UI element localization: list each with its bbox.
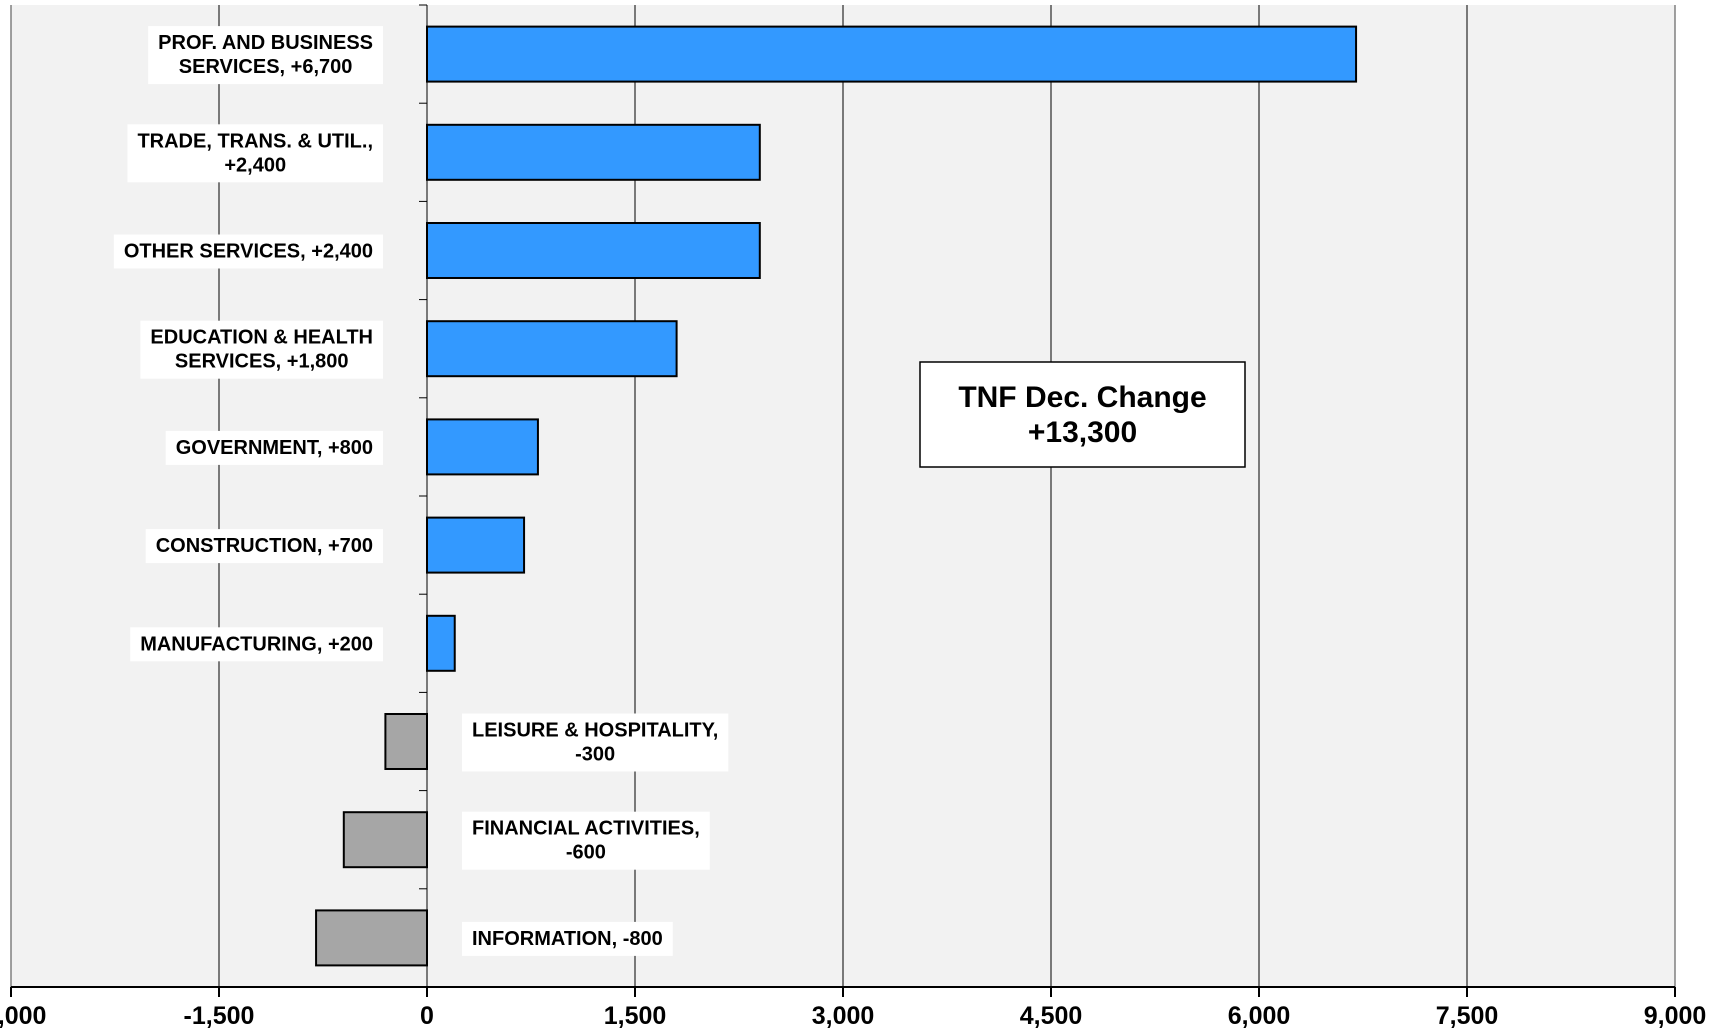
data-label-text: MANUFACTURING, +200 [140, 633, 373, 655]
bar-9 [342, 811, 428, 869]
bar-1 [426, 25, 1358, 83]
bar-6 [426, 516, 526, 574]
bar-10 [315, 909, 429, 967]
data-label-1: PROF. AND BUSINESS SERVICES, +6,700 [148, 26, 383, 85]
data-labels: PROF. AND BUSINESS SERVICES, +6,700 TRADE,… [113, 26, 729, 956]
data-label-text: CONSTRUCTION, +700 [156, 535, 373, 557]
data-label-7: MANUFACTURING, +200 [130, 627, 383, 662]
x-tick-label: 1,500 [604, 1002, 667, 1029]
data-label-text: EDUCATION & HEALTH SERVICES, +1,800 [150, 327, 373, 373]
total-change-annotation: TNF Dec. Change+13,300 [919, 361, 1246, 468]
data-label-box [113, 234, 383, 269]
data-label-text: INFORMATION, -800 [472, 928, 663, 950]
data-label-text: FINANCIAL ACTIVITIES, -600 [472, 818, 700, 864]
data-label-box [165, 430, 383, 465]
data-label-4: EDUCATION & HEALTH SERVICES, +1,800 [140, 320, 383, 379]
data-label-box [462, 921, 673, 956]
data-label-box [148, 26, 383, 85]
data-label-box [462, 811, 710, 870]
data-label-box [130, 627, 383, 662]
x-axis: -3,000 -1,500 0 1,500 3,000 4,500 6,000 7,500 9,… [0, 986, 1707, 1029]
x-tick-label: 6,000 [1228, 1002, 1291, 1029]
x-tick-label: 4,500 [1020, 1002, 1083, 1029]
data-label-text: OTHER SERVICES, +2,400 [124, 241, 373, 263]
data-label-3: OTHER SERVICES, +2,400 [113, 234, 383, 269]
data-label-text: GOVERNMENT, +800 [176, 437, 373, 459]
data-label-9: FINANCIAL ACTIVITIES, -600 [462, 811, 710, 870]
x-tick-label: -1,500 [184, 1002, 255, 1029]
data-label-8: LEISURE & HOSPITALITY, -300 [462, 713, 729, 772]
data-label-2: TRADE, TRANS. & UTIL., +2,400 [127, 124, 383, 183]
annotation-box [919, 361, 1246, 468]
data-label-text: PROF. AND BUSINESS SERVICES, +6,700 [158, 32, 373, 78]
x-tick-label: 7,500 [1436, 1002, 1499, 1029]
x-tick-label: -3,000 [0, 1002, 46, 1029]
bar-2 [426, 123, 761, 181]
bar-8 [384, 713, 428, 770]
data-label-box [145, 529, 383, 564]
data-label-text: LEISURE & HOSPITALITY, -300 [472, 720, 718, 766]
data-label-box [140, 320, 383, 379]
bars [315, 25, 1358, 967]
data-label-text: TRADE, TRANS. & UTIL., +2,400 [137, 130, 373, 176]
data-label-box [127, 124, 383, 183]
bar-3 [426, 222, 761, 279]
bar-4 [426, 320, 678, 378]
bar-5 [426, 418, 539, 476]
x-tick-label: 0 [420, 1002, 434, 1029]
x-tick-label: 3,000 [812, 1002, 875, 1029]
data-label-6: CONSTRUCTION, +700 [145, 529, 383, 564]
annotation-line-2: +13,300 [1028, 416, 1137, 449]
annotation-line-1: TNF Dec. Change [958, 381, 1206, 414]
data-label-10: INFORMATION, -800 [462, 921, 673, 956]
data-label-5: GOVERNMENT, +800 [165, 430, 383, 465]
bar-7 [426, 614, 456, 672]
x-tick-label: 9,000 [1644, 1002, 1707, 1029]
data-label-box [462, 713, 729, 772]
